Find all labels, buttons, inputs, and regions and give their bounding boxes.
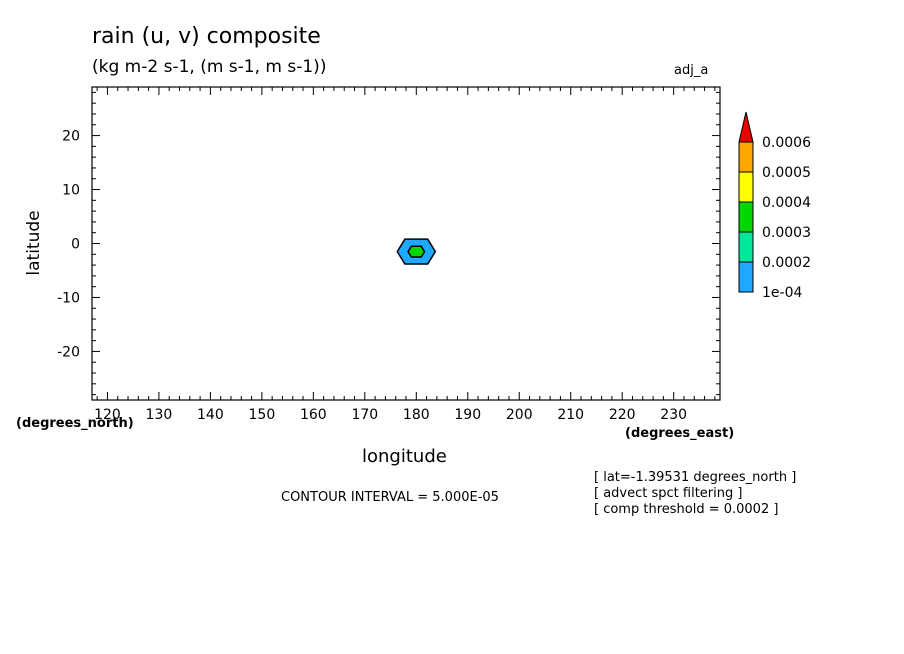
x-axis-units: (degrees_east): [625, 426, 735, 441]
colorbar-segment: [738, 201, 754, 233]
chart-title: rain (u, v) composite: [92, 24, 321, 49]
y-tick-label: 10: [62, 183, 80, 199]
colorbar: 0.0006 0.0005 0.0004 0.0003 0.0002 1e-04: [738, 111, 811, 301]
colorbar-segment: [738, 261, 754, 293]
x-tick-label: 180: [403, 407, 430, 423]
colorbar-label: 1e-04: [762, 285, 802, 301]
colorbar-segment: [738, 141, 754, 173]
colorbar-label: 0.0004: [762, 195, 811, 211]
dataset-label: adj_a: [674, 63, 709, 78]
colorbar-label: 0.0005: [762, 165, 811, 181]
contour-inner: [407, 245, 426, 258]
colorbar-label: 0.0002: [762, 255, 811, 271]
x-tick-label: 230: [660, 407, 687, 423]
plot-area: 120 130 140 150 160 170 180 190 200 210 220 230 20 10…: [57, 86, 721, 423]
y-tick-label: 20: [62, 129, 80, 145]
x-tick-label: 170: [351, 407, 378, 423]
x-tick-label: 220: [609, 407, 636, 423]
colorbar-segment: [738, 231, 754, 263]
colorbar-triangle: [738, 111, 754, 143]
x-tick-label: 120: [94, 407, 121, 423]
x-tick-label: 130: [146, 407, 173, 423]
x-tick-label: 200: [506, 407, 533, 423]
y-tick-label: 0: [71, 237, 80, 253]
x-tick-label: 140: [197, 407, 224, 423]
x-axis-label: longitude: [362, 446, 447, 467]
note-threshold: [ comp threshold = 0.0002 ]: [594, 502, 779, 517]
contour-interval: CONTOUR INTERVAL = 5.000E-05: [281, 490, 499, 505]
colorbar-label: 0.0006: [762, 135, 811, 151]
x-tick-label: 190: [454, 407, 481, 423]
note-latitude: [ lat=-1.39531 degrees_north ]: [594, 470, 797, 485]
colorbar-segment: [738, 171, 754, 203]
x-tick-label: 210: [557, 407, 584, 423]
x-tick-label: 160: [300, 407, 327, 423]
note-filtering: [ advect spct filtering ]: [594, 486, 743, 501]
y-tick-label: -20: [57, 344, 80, 360]
y-tick-label: -10: [57, 290, 80, 306]
x-tick-label: 150: [249, 407, 276, 423]
colorbar-label: 0.0003: [762, 225, 811, 241]
y-axis-units: (degrees_north): [16, 416, 134, 431]
chart-subtitle: (kg m-2 s-1, (m s-1, m s-1)): [92, 57, 327, 77]
